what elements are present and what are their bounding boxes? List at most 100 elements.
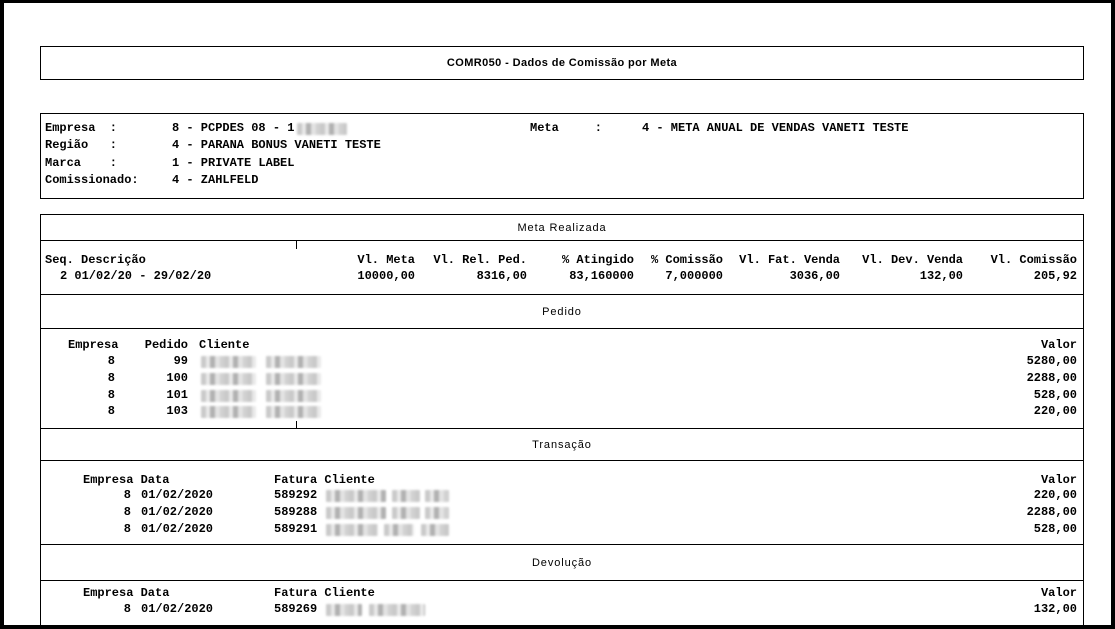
cell-valor: 132,00 <box>1033 602 1077 616</box>
report-title: COMR050 - Dados de Comissão por Meta <box>446 57 678 69</box>
cell-pedido: 100 <box>166 371 188 385</box>
section-title-meta-realizada: Meta Realizada <box>517 221 607 234</box>
redacted-client-name <box>425 490 449 502</box>
header-field-marca: Marca : 1 - PRIVATE LABEL <box>41 157 1083 171</box>
cell-empresa: 8 <box>107 404 115 418</box>
transacao-table: Empresa Data Fatura Cliente Valor 8 01/0… <box>40 460 1084 545</box>
col-header-empresa-data: Empresa Data <box>83 586 170 600</box>
col-header-valor: Valor <box>1040 338 1077 352</box>
col-header-fatura-cliente: Fatura Cliente <box>274 586 375 600</box>
col-header-comissao: % Comissão <box>650 253 723 267</box>
cell-valor: 528,00 <box>1033 388 1077 402</box>
cell-data: 01/02/2020 <box>141 602 214 616</box>
pedido-row: 8 101 528,00 <box>41 389 1083 403</box>
redacted-client-name <box>266 390 321 402</box>
redacted-client-name <box>384 524 414 536</box>
col-header-valor: Valor <box>1040 586 1077 600</box>
cell-vl-comissao: 205,92 <box>1033 269 1077 283</box>
redacted-client-name <box>201 390 256 402</box>
pedido-row: 8 99 5280,00 <box>41 355 1083 369</box>
transacao-row: 8 01/02/2020 589292 220,00 <box>41 489 1083 503</box>
section-title-pedido: Pedido <box>542 305 582 318</box>
header-label-marca: Marca : <box>45 156 118 170</box>
cell-atingido: 83,160000 <box>569 269 634 283</box>
header-value-empresa: 8 - PCPDES 08 - 1 <box>172 121 295 135</box>
col-header-vl-meta: Vl. Meta <box>357 253 415 267</box>
header-value-comissionado: 4 - ZAHLFELD <box>172 173 259 187</box>
section-title-devolucao-box: Devolução <box>40 544 1084 581</box>
devolucao-row: 8 01/02/2020 589269 132,00 <box>41 603 1083 617</box>
col-header-vl-comissao: Vl. Comissão <box>990 253 1077 267</box>
cell-empresa: 8 <box>123 505 131 519</box>
cell-valor: 2288,00 <box>1026 371 1077 385</box>
cell-vl-meta: 10000,00 <box>357 269 415 283</box>
cell-empresa: 8 <box>123 522 131 536</box>
cell-empresa: 8 <box>107 388 115 402</box>
devolucao-table: Empresa Data Fatura Cliente Valor 8 01/0… <box>40 580 1084 625</box>
cell-vl-rel-ped: 8316,00 <box>476 269 527 283</box>
header-field-regiao: Região : 4 - PARANA BONUS VANETI TESTE <box>41 139 1083 153</box>
cell-fatura: 589292 <box>274 488 318 502</box>
report-header-box: Empresa : 8 - PCPDES 08 - 1 Meta : 4 - M… <box>40 113 1084 199</box>
col-header-vl-dev-venda: Vl. Dev. Venda <box>862 253 963 267</box>
meta-realizada-data-row: 2 01/02/20 - 29/02/20 10000,00 8316,00 8… <box>41 270 1083 284</box>
col-header-empresa-data: Empresa Data <box>83 473 170 487</box>
section-title-pedido-box: Pedido <box>40 294 1084 329</box>
redacted-client-name <box>326 507 386 519</box>
transacao-row: 8 01/02/2020 589288 2288,00 <box>41 506 1083 520</box>
cell-valor: 220,00 <box>1033 488 1077 502</box>
cell-empresa: 8 <box>107 354 115 368</box>
col-header-valor: Valor <box>1040 473 1077 487</box>
cell-pedido: 103 <box>166 404 188 418</box>
col-header-vl-rel-ped: Vl. Rel. Ped. <box>433 253 527 267</box>
col-header-cliente: Cliente <box>199 338 250 352</box>
pedido-table: Empresa Pedido Cliente Valor 8 99 5280,0… <box>40 328 1084 429</box>
print-column-tick <box>296 241 297 249</box>
cell-valor: 2288,00 <box>1026 505 1077 519</box>
cell-empresa: 8 <box>123 602 131 616</box>
pedido-row: 8 103 220,00 <box>41 405 1083 419</box>
redacted-client-name <box>201 356 256 368</box>
cell-pedido: 99 <box>173 354 188 368</box>
cell-empresa: 8 <box>107 371 115 385</box>
pedido-row: 8 100 2288,00 <box>41 372 1083 386</box>
redacted-client-name <box>392 507 420 519</box>
cell-data: 01/02/2020 <box>141 488 214 502</box>
redacted-client-name <box>266 373 321 385</box>
section-title-transacao-box: Transação <box>40 428 1084 461</box>
cell-pedido: 101 <box>166 388 188 402</box>
meta-realizada-table: Seq. Descrição Vl. Meta Vl. Rel. Ped. % … <box>40 240 1084 295</box>
redacted-client-name <box>201 406 256 418</box>
header-field-empresa: Empresa : 8 - PCPDES 08 - 1 Meta : 4 - M… <box>41 122 1083 136</box>
section-title-meta-realizada-box: Meta Realizada <box>40 214 1084 241</box>
col-header-empresa: Empresa <box>68 338 119 352</box>
cell-seq-descricao: 2 01/02/20 - 29/02/20 <box>60 269 212 283</box>
col-header-vl-fat-venda: Vl. Fat. Venda <box>739 253 840 267</box>
redacted-client-name <box>326 490 386 502</box>
redacted-client-name <box>326 524 378 536</box>
header-label-meta: Meta : <box>530 121 603 135</box>
cell-comissao: 7,000000 <box>665 269 723 283</box>
transacao-header-row: Empresa Data Fatura Cliente Valor <box>41 474 1083 488</box>
cell-valor: 5280,00 <box>1026 354 1077 368</box>
redacted-client-name <box>266 406 321 418</box>
header-value-regiao: 4 - PARANA BONUS VANETI TESTE <box>172 138 381 152</box>
cell-fatura: 589291 <box>274 522 318 536</box>
redacted-client-name <box>266 356 321 368</box>
cell-vl-fat-venda: 3036,00 <box>789 269 840 283</box>
header-label-empresa: Empresa : <box>45 121 118 135</box>
transacao-row: 8 01/02/2020 589291 528,00 <box>41 523 1083 537</box>
report-title-box: COMR050 - Dados de Comissão por Meta <box>40 46 1084 80</box>
col-header-pedido: Pedido <box>144 338 188 352</box>
cell-valor: 220,00 <box>1033 404 1077 418</box>
col-header-fatura-cliente: Fatura Cliente <box>274 473 375 487</box>
cell-data: 01/02/2020 <box>141 505 214 519</box>
cell-fatura: 589269 <box>274 602 318 616</box>
cell-data: 01/02/2020 <box>141 522 214 536</box>
cell-vl-dev-venda: 132,00 <box>919 269 963 283</box>
cell-empresa: 8 <box>123 488 131 502</box>
cell-valor: 528,00 <box>1033 522 1077 536</box>
devolucao-header-row: Empresa Data Fatura Cliente Valor <box>41 587 1083 601</box>
col-header-atingido: % Atingido <box>561 253 634 267</box>
